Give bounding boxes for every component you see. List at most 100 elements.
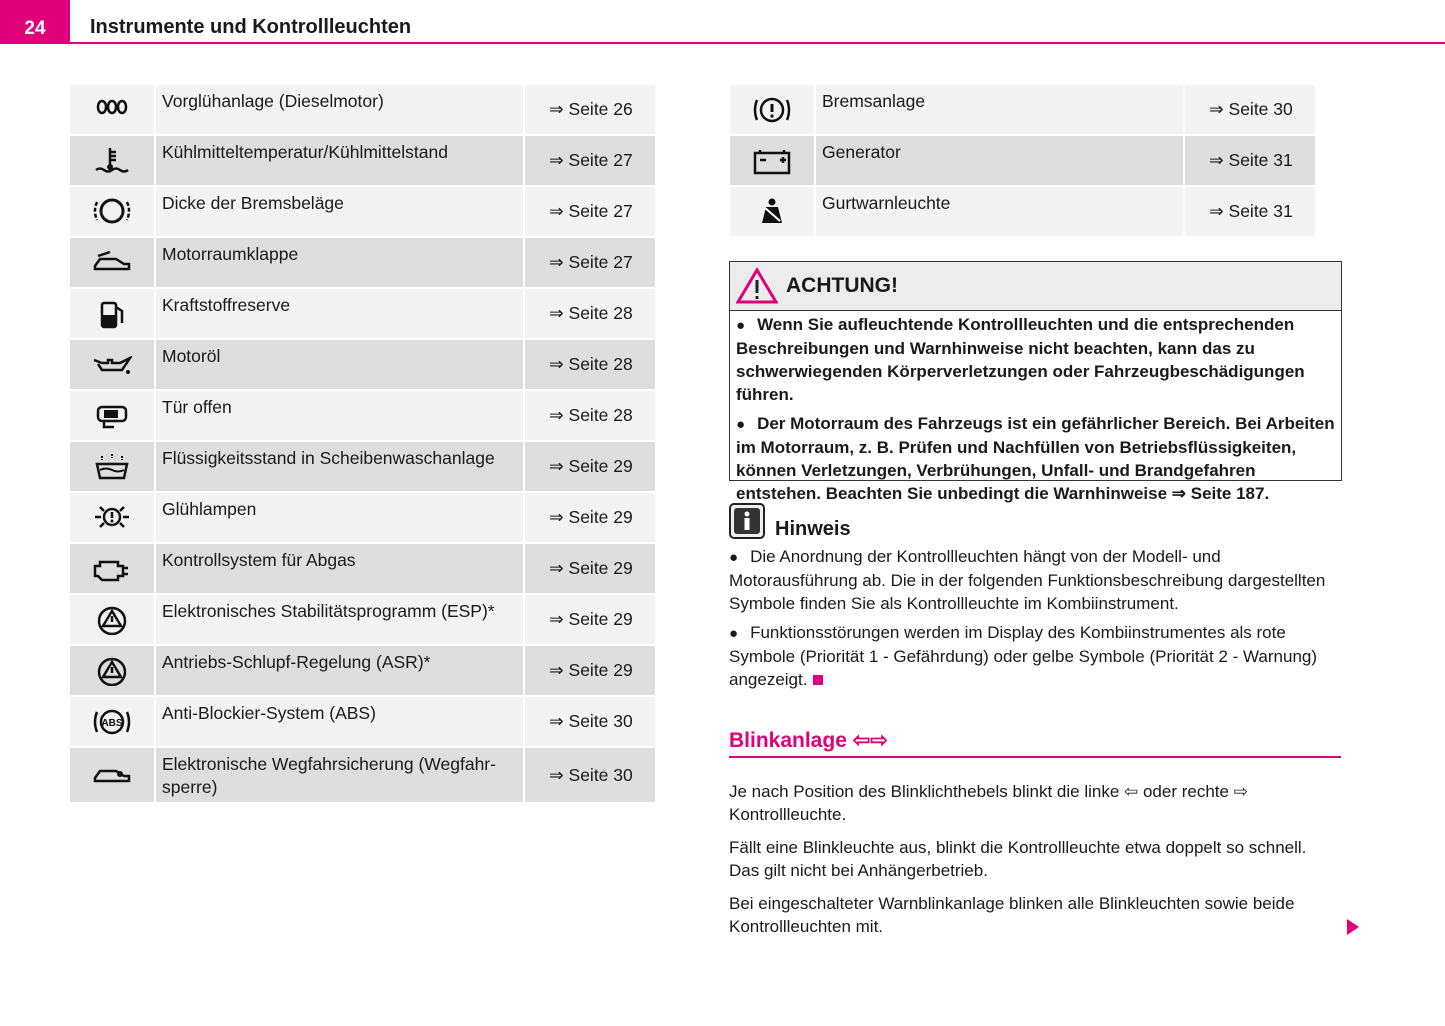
- warning-body: Wenn Sie aufleuchtende Kontrollleuchten …: [730, 311, 1341, 513]
- warning-lamp-icon: [762, 198, 782, 223]
- warning-lamp-icon: [96, 99, 128, 114]
- lamp-name: Glühlampen: [156, 493, 523, 542]
- table-row: Glühlampen ⇒ Seite 29: [70, 493, 655, 542]
- lamp-name: Motorraumklappe: [156, 238, 523, 287]
- section-rule: [729, 756, 1341, 758]
- lamp-name: Bremsanlage: [816, 85, 1183, 134]
- icon-cell: [70, 544, 154, 593]
- warning-lamp-icon: [93, 355, 132, 374]
- table-row: Vorglühanlage (Dieselmotor) ⇒ Seite 26: [70, 85, 655, 134]
- page-reference: ⇒ Seite 31: [1185, 136, 1315, 185]
- lamp-name: Flüssigkeitsstand in Scheibenwaschanlage: [156, 442, 523, 491]
- warning-lamp-icon: [93, 250, 131, 270]
- warning-lamp-icon: [753, 149, 791, 174]
- svg-text:ABS: ABS: [101, 718, 122, 729]
- page-reference: ⇒ Seite 29: [525, 595, 655, 644]
- table-row: Gurtwarnleuchte ⇒ Seite 31: [730, 187, 1315, 236]
- warning-lamp-icon: [95, 147, 129, 173]
- warning-title: ACHTUNG!: [786, 274, 898, 297]
- page-reference: ⇒ Seite 30: [1185, 85, 1315, 134]
- table-row: Kontrollsystem für Abgas ⇒ Seite 29: [70, 544, 655, 593]
- icon-cell: [70, 646, 154, 695]
- icon-cell: [70, 391, 154, 440]
- icon-cell: [70, 748, 154, 802]
- page-reference: ⇒ Seite 30: [525, 748, 655, 802]
- table-row: Flüssigkeitsstand in Scheibenwaschanlage…: [70, 442, 655, 491]
- note-item: Die Anordnung der Kontrollleuchten hängt…: [729, 545, 1343, 615]
- page-title: Instrumente und Kontrollleuchten: [90, 16, 412, 38]
- warning-lamp-icon: [93, 769, 131, 783]
- lamp-name: Vorglühanlage (Dieselmotor): [156, 85, 523, 134]
- table-row: Elektronische Wegfahrsicherung (Wegfahr-…: [70, 748, 655, 802]
- lamp-name: Kühlmitteltemperatur/Kühlmittelstand: [156, 136, 523, 185]
- icon-cell: ABS: [70, 697, 154, 746]
- page-reference: ⇒ Seite 28: [525, 340, 655, 389]
- section-body: Je nach Position des Blinklichthebels bl…: [729, 780, 1341, 948]
- warning-lamp-icon: [93, 560, 128, 581]
- lamp-name: Tür offen: [156, 391, 523, 440]
- icon-cell: [70, 442, 154, 491]
- icon-cell: [730, 85, 814, 134]
- page-reference: ⇒ Seite 31: [1185, 187, 1315, 236]
- icon-cell: [70, 187, 154, 236]
- table-row: Motoröl ⇒ Seite 28: [70, 340, 655, 389]
- page-reference: ⇒ Seite 27: [525, 238, 655, 287]
- lamp-name: Kraftstoffreserve: [156, 289, 523, 338]
- page-reference: ⇒ Seite 27: [525, 187, 655, 236]
- icon-cell: [70, 238, 154, 287]
- page-reference: ⇒ Seite 26: [525, 85, 655, 134]
- paragraph: Bei eingeschalteter Warnblinkanlage blin…: [729, 894, 1295, 936]
- paragraph: Je nach Position des Blinklichthebels bl…: [729, 782, 1248, 824]
- table-row: Elektronisches Stabilitätsprogramm (ESP)…: [70, 595, 655, 644]
- lamp-name: Antriebs-Schlupf-Regelung (ASR)*: [156, 646, 523, 695]
- warning-lamp-icon: [97, 606, 127, 635]
- page-reference: ⇒ Seite 29: [525, 493, 655, 542]
- note-title: Hinweis: [775, 518, 851, 540]
- warning-lamp-icon: [96, 405, 128, 428]
- table-row: Kühlmitteltemperatur/Kühlmittelstand ⇒ Se…: [70, 136, 655, 185]
- warning-lamp-icon: [95, 505, 129, 528]
- table-row: Generator ⇒ Seite 31: [730, 136, 1315, 185]
- lamp-name: Gurtwarnleuchte: [816, 187, 1183, 236]
- warning-lamp-icon: [753, 97, 791, 122]
- warning-header: ACHTUNG!: [730, 262, 1341, 311]
- table-row: Tür offen ⇒ Seite 28: [70, 391, 655, 440]
- note-text: Funktionsstörungen werden im Display des…: [729, 623, 1318, 689]
- page-reference: ⇒ Seite 29: [525, 646, 655, 695]
- lamp-name: Anti-Blockier-System (ABS): [156, 697, 523, 746]
- note-item: Funktionsstörungen werden im Display des…: [729, 621, 1343, 691]
- warning-box: ACHTUNG! Wenn Sie aufleuchtende Kontroll…: [729, 261, 1342, 503]
- end-mark: [813, 675, 824, 685]
- warning-lamp-icon: [100, 301, 124, 328]
- lamp-name: Kontrollsystem für Abgas: [156, 544, 523, 593]
- warning-item: Wenn Sie aufleuchtende Kontrollleuchten …: [736, 313, 1335, 406]
- page-reference: ⇒ Seite 29: [525, 442, 655, 491]
- warning-icon: [736, 267, 778, 304]
- warning-lamp-icon: [95, 453, 129, 479]
- page-number: 24: [0, 0, 70, 44]
- warning-lamp-icon: ABS: [93, 709, 131, 734]
- lamp-name: Generator: [816, 136, 1183, 185]
- lamp-name: Elektronische Wegfahrsicherung (Wegfahr-…: [156, 748, 523, 802]
- lamp-name: Dicke der Bremsbeläge: [156, 187, 523, 236]
- icon-cell: [70, 85, 154, 134]
- icon-cell: [730, 136, 814, 185]
- page-reference: ⇒ Seite 28: [525, 391, 655, 440]
- warning-lamp-icon: [93, 198, 131, 223]
- icon-cell: [70, 493, 154, 542]
- icon-cell: [730, 187, 814, 236]
- note-text: Die Anordnung der Kontrollleuchten hängt…: [729, 547, 1326, 613]
- table-row: Bremsanlage ⇒ Seite 30: [730, 85, 1315, 134]
- table-row: Kraftstoffreserve ⇒ Seite 28: [70, 289, 655, 338]
- warning-item: Der Motorraum des Fahrzeugs ist ein gefä…: [736, 412, 1335, 505]
- icon-cell: [70, 289, 154, 338]
- page-reference: ⇒ Seite 30: [525, 697, 655, 746]
- table-row: Antriebs-Schlupf-Regelung (ASR)* ⇒ Seite …: [70, 646, 655, 695]
- lamp-name: Motoröl: [156, 340, 523, 389]
- table-row: ABS Anti-Blockier-System (ABS) ⇒ Seite 30: [70, 697, 655, 746]
- warning-lamp-icon: [97, 657, 127, 686]
- page-reference: ⇒ Seite 29: [525, 544, 655, 593]
- paragraph: Fällt eine Blinkleuchte aus, blinkt die …: [729, 838, 1307, 880]
- note-body: Die Anordnung der Kontrollleuchten hängt…: [729, 545, 1343, 697]
- header-rule: [70, 42, 1445, 44]
